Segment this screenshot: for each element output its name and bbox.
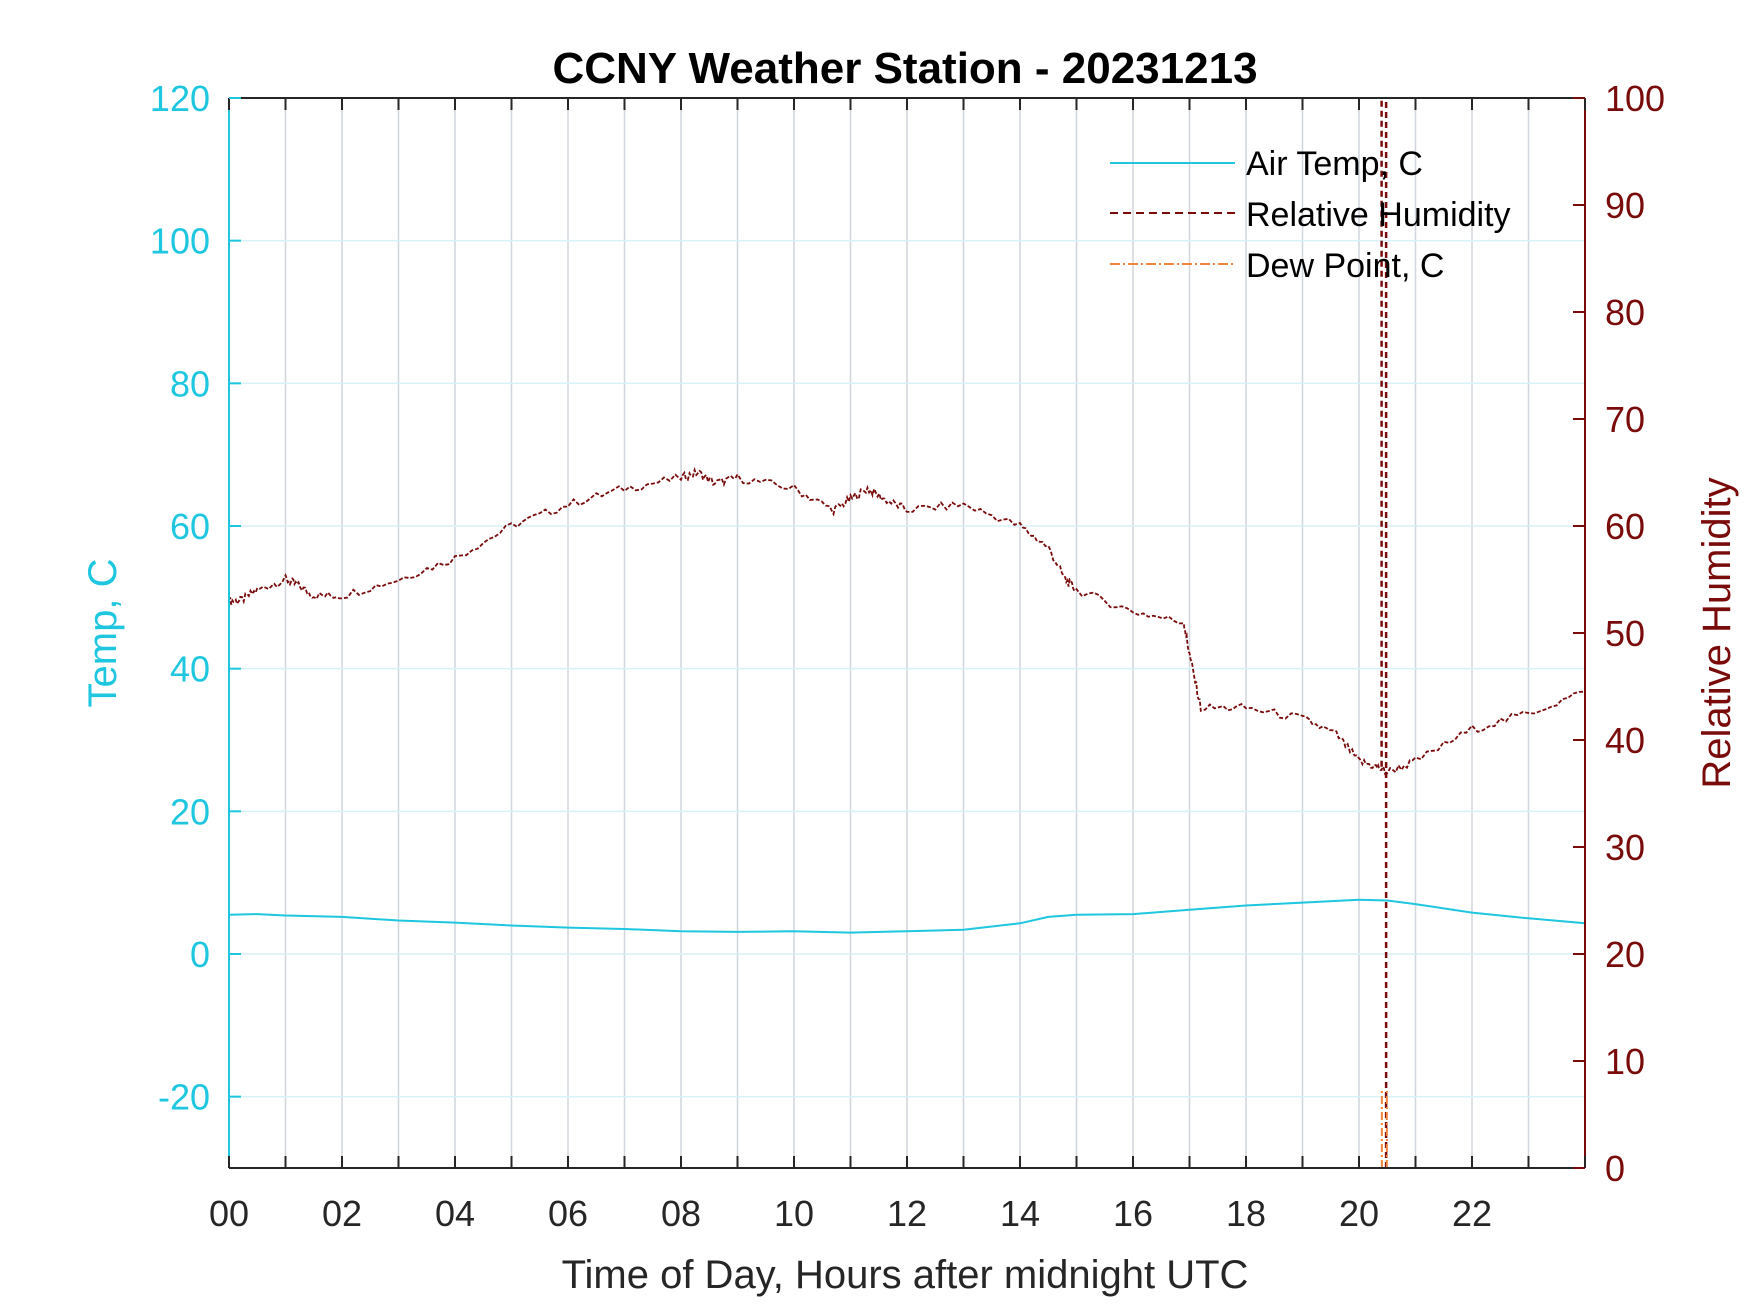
x-tick-label: 08 (661, 1193, 701, 1234)
grid (229, 97, 1585, 1168)
y-right-tick-label: 0 (1605, 1148, 1625, 1189)
series-relative-humidity-line (228, 466, 1586, 776)
y-right-tick-label: 50 (1605, 613, 1645, 654)
y-left-tick-label: 60 (170, 506, 210, 547)
y-left-tick-label: 100 (150, 221, 210, 262)
y-axis-label-right: Relative Humidity (1695, 477, 1739, 788)
y-right-tick-label: 100 (1605, 78, 1665, 119)
x-axis-label: Time of Day, Hours after midnight UTC (562, 1253, 1249, 1297)
y-right-tick-label: 30 (1605, 827, 1645, 868)
y-left-tick-label: 20 (170, 791, 210, 832)
y-right-tick-label: 60 (1605, 506, 1645, 547)
x-tick-label: 00 (209, 1193, 249, 1234)
legend-dewpoint-label: Dew Point, C (1246, 247, 1444, 285)
x-tick-label: 18 (1226, 1193, 1266, 1234)
y-left-tick-label: -20 (158, 1077, 210, 1118)
legend-humidity-label: Relative Humidity (1246, 196, 1511, 234)
series-air-temp-line (228, 898, 1586, 934)
x-tick-label: 22 (1452, 1193, 1492, 1234)
y-left-tick-label: 40 (170, 649, 210, 690)
y-right-tick-label: 80 (1605, 292, 1645, 333)
y-left-tick-label: 120 (150, 78, 210, 119)
x-tick-label: 06 (548, 1193, 588, 1234)
y-left-tick-label: 0 (190, 934, 210, 975)
plot-series (228, 98, 1586, 1168)
x-tick-label: 16 (1113, 1193, 1153, 1234)
y-right-tick-label: 10 (1605, 1041, 1645, 1082)
x-tick-label: 12 (887, 1193, 927, 1234)
chart-title: CCNY Weather Station - 20231213 (552, 44, 1257, 93)
x-tick-label: 14 (1000, 1193, 1040, 1234)
y-left-tick-label: 80 (170, 363, 210, 404)
x-tick-label: 10 (774, 1193, 814, 1234)
y-right-tick-label: 40 (1605, 720, 1645, 761)
y-axis-label-left: Temp, C (81, 559, 125, 708)
y-right-tick-label: 70 (1605, 399, 1645, 440)
x-tick-label: 20 (1339, 1193, 1379, 1234)
y-right-tick-label: 90 (1605, 185, 1645, 226)
legend: Air Temp, C Relative Humidity Dew Point,… (1110, 145, 1511, 285)
x-tick-label: 04 (435, 1193, 475, 1234)
x-tick-label: 02 (322, 1193, 362, 1234)
legend-temp-label: Air Temp, C (1246, 145, 1423, 183)
axes (228, 97, 1586, 1169)
y-right-tick-label: 20 (1605, 934, 1645, 975)
tick-labels: 00 02 04 06 08 10 12 14 16 18 20 22-200204060801001… (150, 78, 1665, 1234)
